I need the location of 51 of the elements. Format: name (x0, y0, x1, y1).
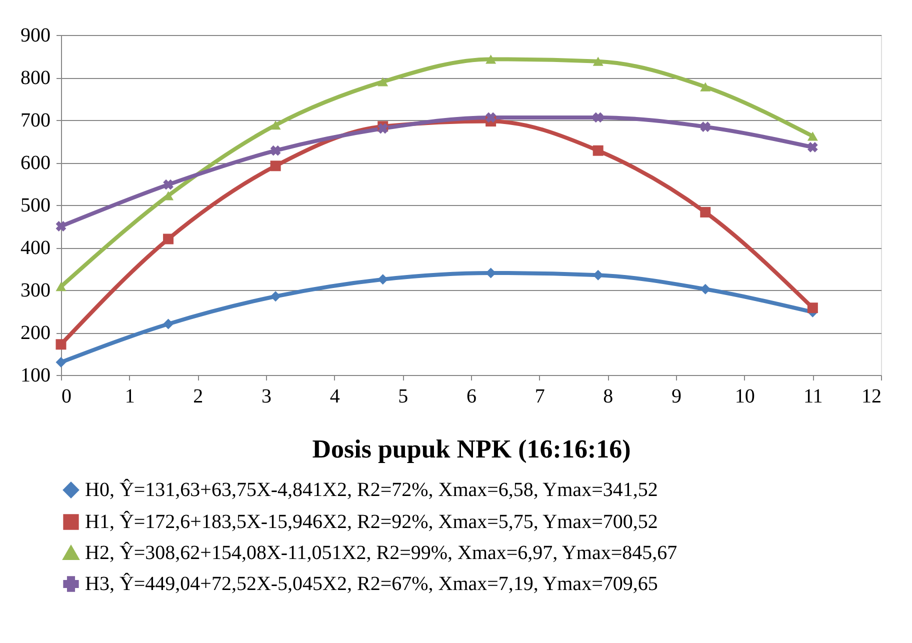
legend-label: H0, Ŷ=131,63+63,75X-4,841X2, R2=72%, Xmax=6,58, Ymax=341,52 (85, 478, 658, 501)
x-tick-label: 4 (330, 386, 340, 408)
y-tick-label: 500 (20, 194, 50, 216)
point (163, 179, 174, 190)
legend-label: H3, Ŷ=449,04+72,52X-5,045X2, R2=67%, Xmax=7,19, Ymax=709,65 (85, 572, 658, 595)
y-tick-label: 800 (20, 67, 50, 89)
point (163, 234, 174, 244)
x-tick-label: 12 (862, 386, 882, 408)
x-axis-title: Dosis pupuk NPK (16:16:16) (312, 434, 631, 464)
y-tick-label: 400 (20, 237, 50, 259)
point (270, 160, 281, 172)
x-tick-label: 11 (804, 386, 823, 408)
y-tick-label: 700 (20, 110, 50, 132)
point (270, 120, 281, 130)
point (486, 54, 496, 64)
x-tick-label: 8 (603, 386, 614, 408)
point (163, 318, 174, 330)
point (700, 82, 711, 92)
point (807, 132, 818, 141)
point (56, 221, 66, 232)
x-tick-label: 1 (124, 386, 135, 408)
x-tick-label: 0 (62, 386, 72, 408)
point (807, 142, 818, 152)
x-tick-label: 2 (193, 386, 204, 408)
legend-label: H2, Ŷ=308,62+154,08X-11,051X2, R2=99%, Xmax=6,97, Ymax=845,67 (85, 541, 678, 564)
x-tick-label: 6 (466, 386, 476, 408)
y-tick-label: 600 (20, 152, 50, 174)
x-tick-label: 10 (734, 386, 755, 408)
point (56, 282, 66, 292)
x-tick-label: 3 (262, 386, 272, 408)
x-tick-label: 5 (398, 386, 408, 408)
point (378, 77, 388, 86)
point (592, 56, 604, 66)
point (592, 145, 604, 156)
point (270, 291, 281, 302)
y-tick-label: 900 (20, 24, 50, 46)
point (700, 122, 711, 132)
point (56, 339, 66, 350)
y-tick-label: 100 (20, 364, 50, 386)
y-tick-label: 200 (20, 322, 50, 344)
point (592, 112, 604, 123)
point (700, 284, 711, 294)
point (56, 357, 66, 368)
point (700, 206, 711, 218)
y-tick-label: 300 (20, 280, 50, 302)
point (270, 145, 281, 156)
legend-label: H1, Ŷ=172,6+183,5X-15,946X2, R2=92%, Xmax=5,75, Ymax=700,52 (85, 510, 658, 533)
point (807, 302, 818, 314)
x-tick-label: 7 (534, 386, 545, 408)
x-tick-label: 9 (672, 386, 682, 408)
point (486, 112, 496, 123)
